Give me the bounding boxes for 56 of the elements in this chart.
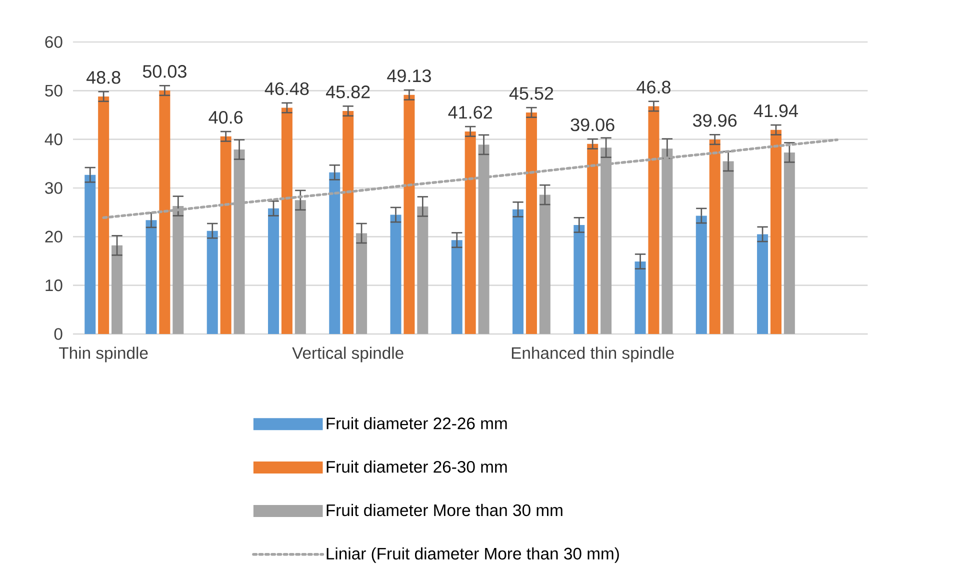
data-label: 45.52 <box>509 87 554 100</box>
bar <box>112 245 123 334</box>
bar <box>709 140 720 334</box>
bar <box>757 234 768 334</box>
bar <box>342 111 354 334</box>
y-tick-label: 50 <box>45 84 62 97</box>
bar <box>634 261 646 334</box>
x-tick-label: Enhanced thin spindle <box>512 346 674 362</box>
x-tick-label: Vertical spindle <box>292 346 404 362</box>
y-tick-label: 40 <box>44 133 62 146</box>
data-label: 49.13 <box>387 69 431 82</box>
data-label: 41.62 <box>448 106 492 119</box>
legend-label: Liniar (Fruit diameter More than 30 mm) <box>326 547 619 563</box>
y-tick-label: 0 <box>54 328 62 340</box>
bar <box>526 112 537 334</box>
bar <box>770 130 782 334</box>
bar <box>206 230 218 334</box>
data-label: 41.94 <box>754 104 798 118</box>
bar <box>574 224 585 334</box>
bar <box>390 214 402 334</box>
bar <box>722 161 734 334</box>
bar <box>451 240 462 334</box>
data-label: 46.8 <box>636 80 670 94</box>
data-label: 45.82 <box>326 86 370 98</box>
bar <box>98 96 110 334</box>
x-tick-label: Thin spindle <box>59 346 148 362</box>
bar <box>356 233 368 334</box>
bar <box>696 216 707 334</box>
y-tick-label: 60 <box>45 36 62 48</box>
y-tick-label: 30 <box>45 182 62 194</box>
data-label: 39.06 <box>570 118 614 132</box>
bar <box>464 131 476 334</box>
data-label: 40.6 <box>208 110 243 124</box>
bar <box>539 194 550 334</box>
y-tick-label: 10 <box>46 279 62 292</box>
y-tick-label: 20 <box>45 230 62 243</box>
data-label: 39.96 <box>693 114 737 127</box>
bar <box>417 206 428 334</box>
bar <box>587 144 598 334</box>
legend-label: Fruit diameter More than 30 mm <box>326 504 562 516</box>
legend-label: Fruit diameter 26-30 mm <box>326 460 507 473</box>
data-label: 48.8 <box>86 71 120 84</box>
bar <box>146 220 157 334</box>
bar <box>268 208 280 334</box>
bar <box>404 94 415 334</box>
data-label: 50.03 <box>142 65 186 78</box>
bar <box>784 152 795 334</box>
bar <box>648 106 660 334</box>
bar <box>329 172 340 334</box>
legend-label: Fruit diameter 22-26 mm <box>326 417 507 430</box>
bar <box>512 209 524 334</box>
bar <box>281 108 292 334</box>
bar <box>84 174 96 334</box>
bar <box>159 90 170 334</box>
bar <box>220 136 232 334</box>
data-label: 46.48 <box>264 82 309 96</box>
